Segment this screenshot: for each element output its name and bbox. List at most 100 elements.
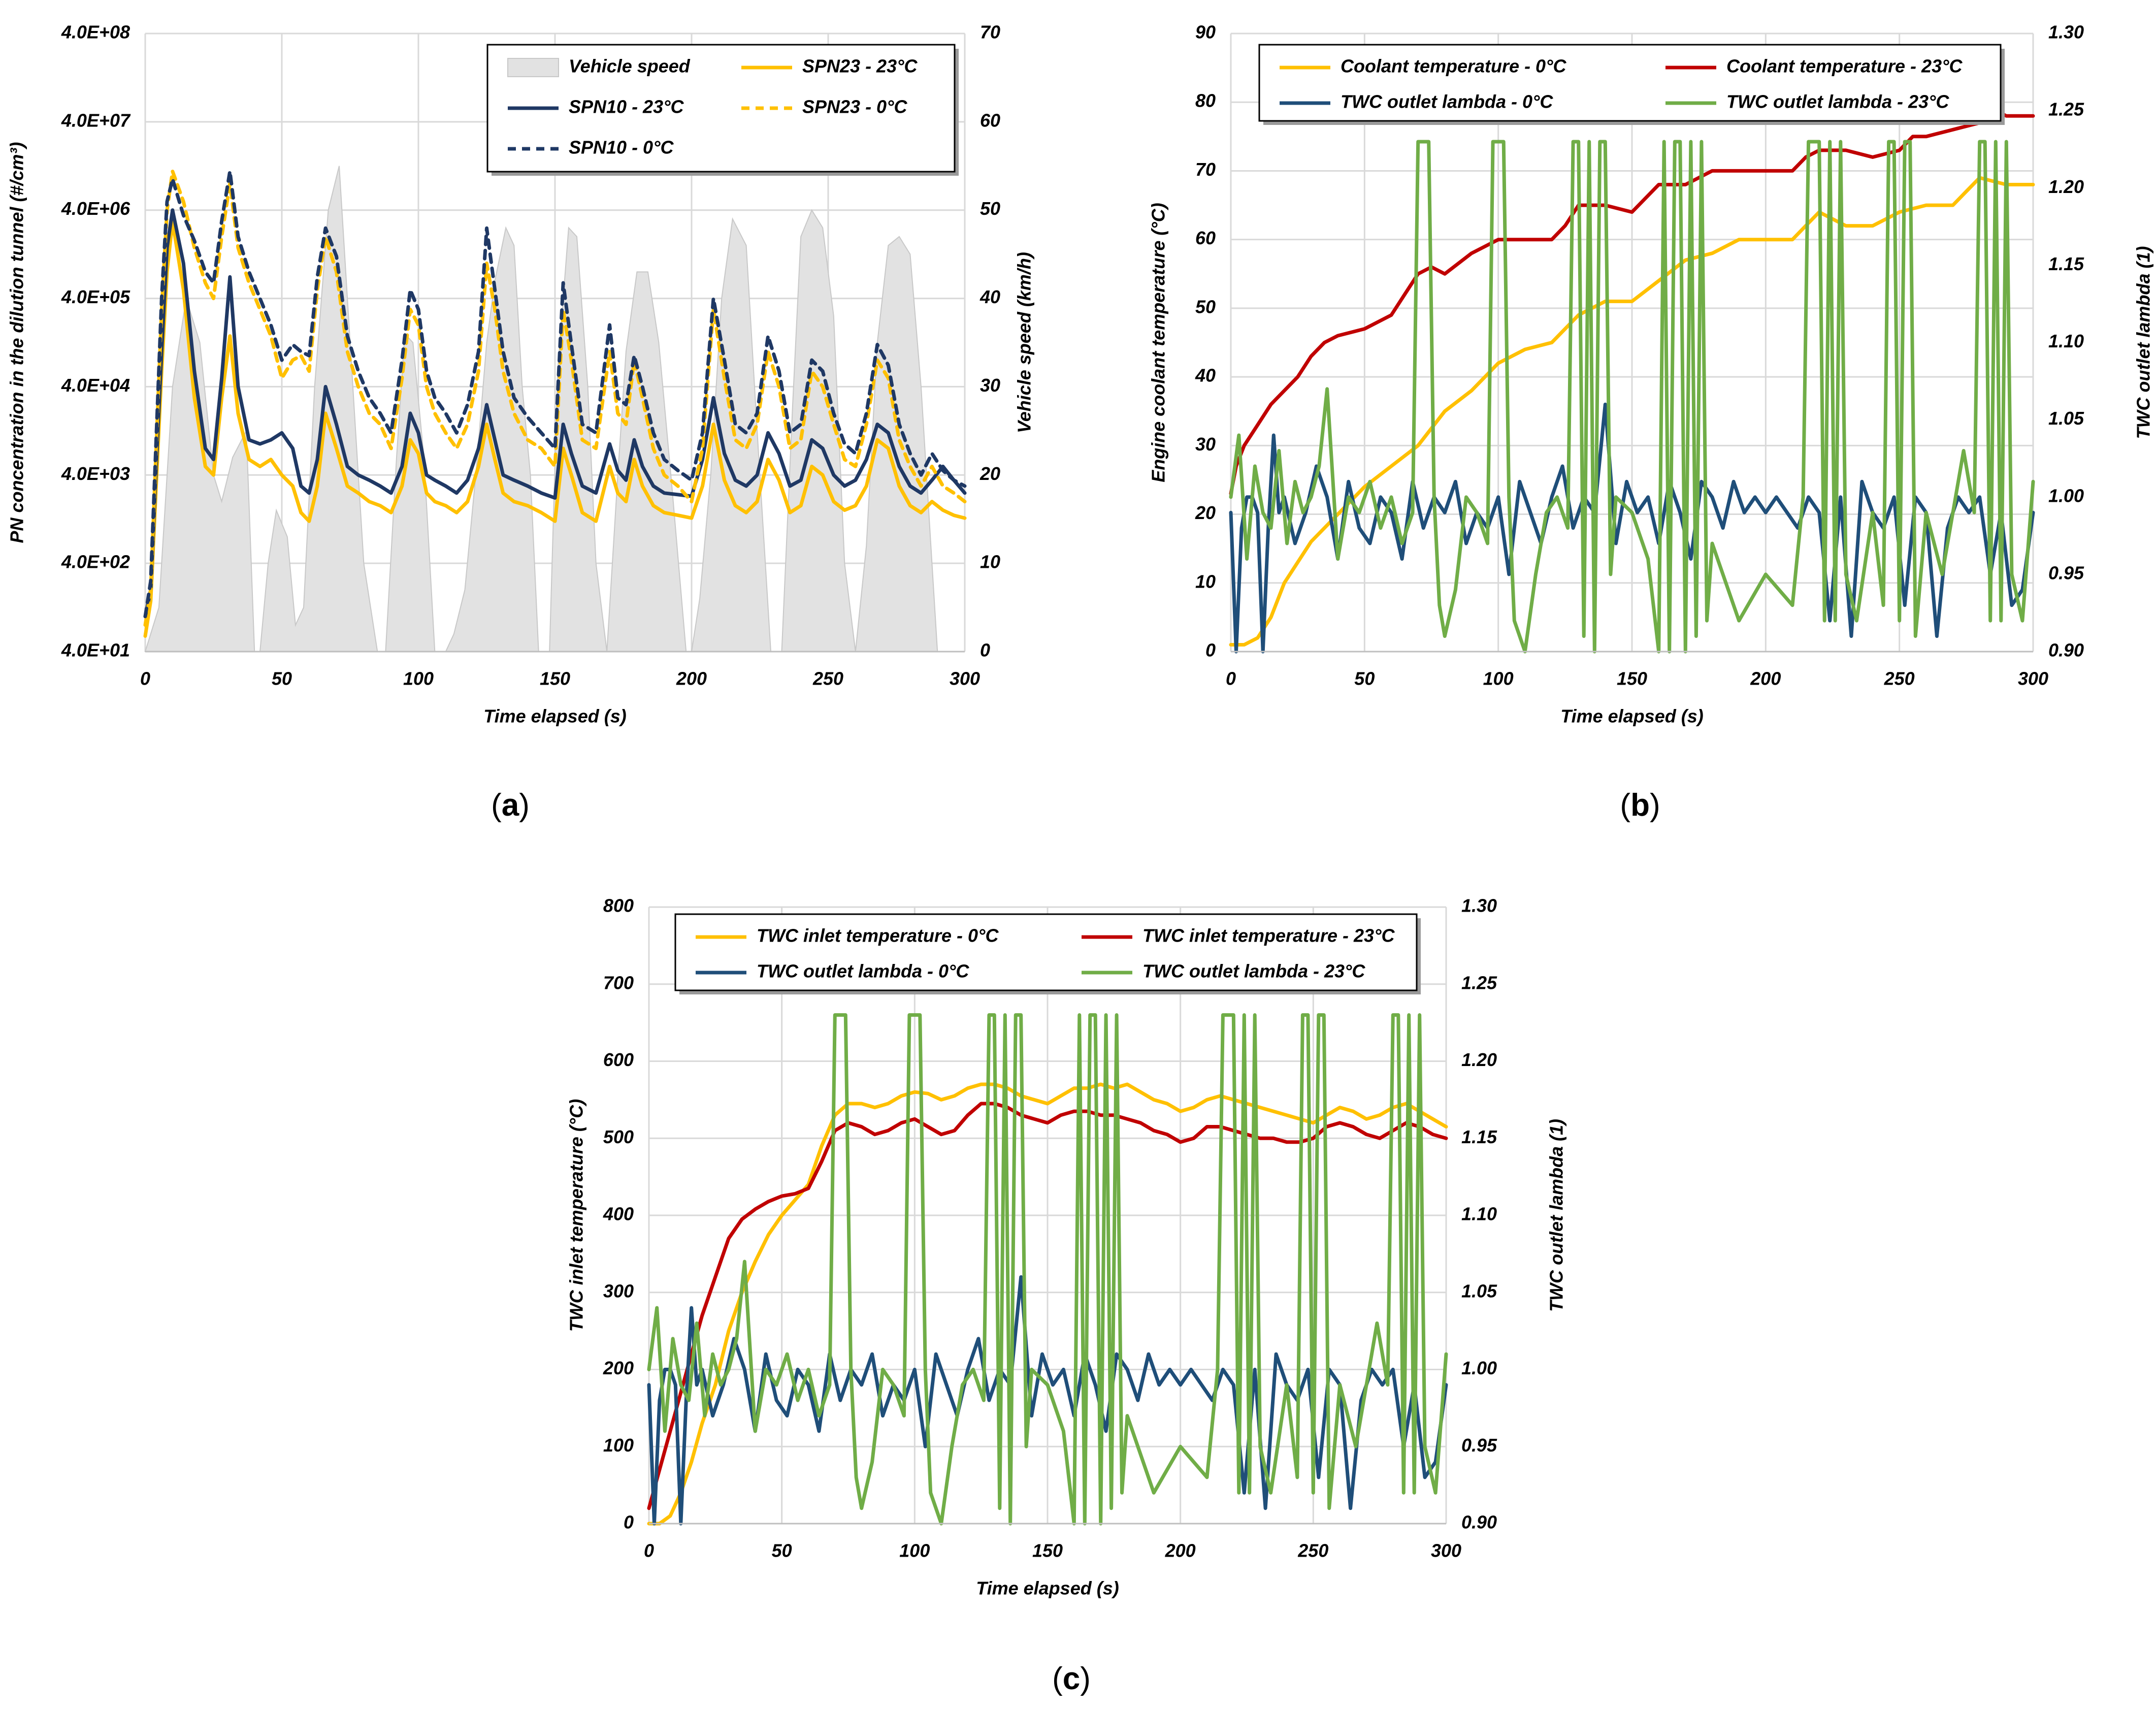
series-line-spn23-23-c	[143, 219, 967, 638]
panel-label-letter: c	[1063, 1661, 1080, 1696]
y-axis-title: Engine coolant temperature (°C)	[1148, 203, 1169, 482]
legend-label: TWC outlet lambda - 0°C	[1341, 91, 1553, 112]
legend-label: TWC inlet temperature - 0°C	[757, 925, 999, 946]
y-axis-title: PN concentration in the dilution tunnel …	[7, 142, 27, 543]
y-tick-label: 90	[1195, 22, 1216, 43]
legend-label: Coolant temperature - 0°C	[1341, 56, 1566, 77]
x-axis-title: Time elapsed (s)	[976, 1578, 1119, 1599]
y2-tick-label: 50	[980, 198, 1000, 219]
x-tick-label: 200	[1750, 668, 1781, 689]
panel-label: (c)	[1052, 1661, 1091, 1696]
x-tick-label: 150	[1617, 668, 1647, 689]
series-line-twc-outlet-lambda-23-c	[647, 1013, 1448, 1526]
legend-box	[1258, 44, 2002, 122]
y-tick-label: 400	[603, 1204, 634, 1224]
panel-label-letter: b	[1630, 788, 1650, 823]
y-tick-label: 4.0E+04	[61, 375, 130, 396]
x-tick-label: 0	[140, 668, 150, 689]
x-tick-label: 200	[676, 668, 707, 689]
y2-axis-title: Vehicle speed (km/h)	[1014, 252, 1035, 433]
legend: Vehicle speed SPN23 - 23°C SPN10 - 23°C SPN…	[486, 44, 959, 176]
x-axis-title: Time elapsed (s)	[483, 706, 626, 727]
legend-label: TWC inlet temperature - 23°C	[1142, 925, 1395, 946]
legend-box	[486, 44, 956, 173]
y-tick-label: 4.0E+02	[61, 552, 130, 572]
y2-tick-label: 1.25	[1461, 972, 1497, 993]
y2-tick-label: 1.20	[2048, 176, 2084, 197]
legend-label: SPN10 - 23°C	[569, 96, 684, 117]
y-tick-label: 600	[603, 1049, 634, 1070]
series-line-twc-outlet-lambda-23-c	[1229, 140, 2035, 654]
x-tick-label: 0	[1226, 668, 1236, 689]
y-tick-label: 500	[603, 1126, 634, 1147]
x-tick-label: 50	[272, 668, 292, 689]
y2-tick-label: 60	[980, 110, 1000, 131]
x-tick-label: 250	[1297, 1540, 1328, 1561]
y2-tick-label: 1.05	[1461, 1280, 1497, 1301]
legend-label: SPN10 - 0°C	[569, 137, 674, 158]
y2-tick-label: 30	[980, 375, 1000, 396]
panel-label: (b)	[1620, 788, 1660, 823]
x-tick-label: 100	[403, 668, 434, 689]
y-tick-label: 4.0E+03	[61, 463, 130, 484]
y2-tick-label: 1.25	[2048, 99, 2084, 120]
series-line-twc-outlet-lambda-0-c	[647, 1275, 1448, 1526]
x-tick-label: 200	[1165, 1540, 1196, 1561]
y2-tick-label: 0.95	[1461, 1435, 1497, 1456]
y-tick-label: 10	[1195, 571, 1216, 592]
panel-label: (a)	[491, 788, 530, 823]
panel-label-close: )	[1650, 788, 1660, 823]
chart-panel-b: 0 50 100 150 200 250 300 0 10 20 30 40 50 60 70 80 90 0.9…	[1148, 22, 2154, 823]
y2-tick-label: 1.15	[1461, 1126, 1497, 1147]
y-tick-label: 60	[1195, 228, 1216, 248]
y-tick-label: 20	[1195, 502, 1216, 523]
y2-tick-label: 1.00	[2048, 485, 2084, 506]
x-tick-label: 250	[812, 668, 843, 689]
panel-label-close: )	[519, 788, 530, 823]
chart-panel-a: 0 50 100 150 200 250 3004.0E+014.0E+024.0E+034…	[7, 22, 1035, 823]
panel-label-open: (	[491, 788, 502, 823]
x-tick-label: 100	[899, 1540, 930, 1561]
y-tick-label: 0	[1205, 640, 1216, 661]
y2-axis-title: TWC outlet lambda (1)	[2133, 246, 2154, 439]
y2-tick-label: 0.90	[1461, 1512, 1497, 1533]
y2-tick-label: 1.10	[2048, 331, 2084, 351]
y-axis-title: TWC inlet temperature (°C)	[566, 1099, 587, 1332]
legend: TWC inlet temperature - 0°C TWC inlet tem…	[674, 913, 1421, 994]
y-tick-label: 4.0E+07	[61, 110, 131, 131]
legend-label: SPN23 - 0°C	[802, 96, 907, 117]
y-tick-label: 30	[1195, 434, 1216, 455]
y2-tick-label: 70	[980, 22, 1000, 43]
x-tick-label: 100	[1483, 668, 1514, 689]
x-tick-label: 250	[1884, 668, 1915, 689]
y-tick-label: 50	[1195, 296, 1216, 317]
y2-tick-label: 0	[980, 640, 990, 661]
series-line-spn10-0-c	[143, 169, 967, 619]
panel-label-close: )	[1080, 1661, 1091, 1696]
y-tick-label: 300	[603, 1280, 634, 1301]
series-line-twc-outlet-lambda-0-c	[1229, 402, 2035, 654]
x-tick-label: 0	[644, 1540, 654, 1561]
y2-tick-label: 0.90	[2048, 640, 2084, 661]
y-tick-label: 4.0E+08	[61, 22, 130, 43]
legend-label: TWC outlet lambda - 23°C	[1726, 91, 1949, 112]
y-tick-label: 800	[603, 895, 634, 916]
x-tick-label: 300	[2018, 668, 2048, 689]
y2-tick-label: 10	[980, 552, 1000, 572]
legend-label: SPN23 - 23°C	[802, 56, 918, 77]
y2-axis-title: TWC outlet lambda (1)	[1546, 1119, 1567, 1312]
legend-label: Coolant temperature - 23°C	[1726, 56, 1963, 77]
series-line-spn10-23-c	[143, 208, 967, 619]
y2-tick-label: 1.00	[1461, 1358, 1497, 1378]
series-line-spn23-0-c	[143, 169, 967, 627]
panel-label-open: (	[1620, 788, 1630, 823]
y2-tick-label: 1.15	[2048, 253, 2084, 274]
legend-label: TWC outlet lambda - 23°C	[1142, 961, 1365, 982]
y2-tick-label: 0.95	[2048, 562, 2084, 583]
y-tick-label: 80	[1195, 90, 1216, 111]
y-tick-label: 70	[1195, 159, 1216, 180]
y2-tick-label: 1.10	[1461, 1204, 1497, 1224]
x-tick-label: 300	[1431, 1540, 1461, 1561]
chart-panel-c: 0 50 100 150 200 250 300 0 100 200 300 400 500 600 700…	[566, 895, 1567, 1697]
panel-label-letter: a	[502, 788, 519, 823]
